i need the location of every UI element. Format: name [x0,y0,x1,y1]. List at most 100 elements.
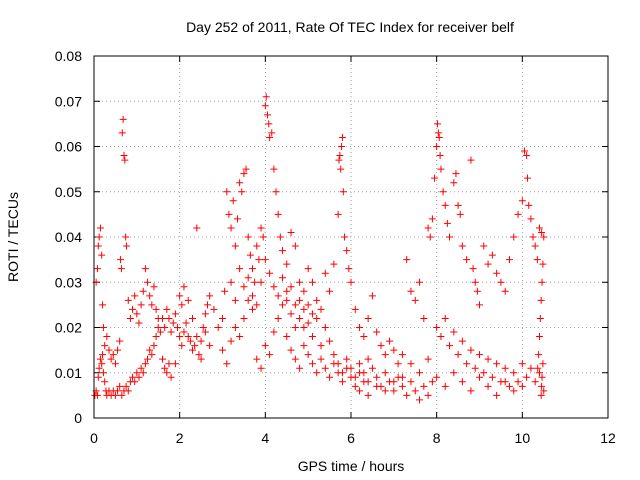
data-point [206,342,214,350]
data-point [434,129,442,137]
data-point [167,328,175,336]
data-point [152,305,160,313]
data-point [488,373,496,381]
data-point [152,333,160,341]
data-point [403,391,411,399]
data-point [536,314,544,322]
x-axis-label: GPS time / hours [298,458,405,474]
data-point [436,152,444,160]
data-point [473,287,481,295]
data-point [270,328,278,336]
data-point [195,351,203,359]
data-point [266,133,274,141]
data-point [467,346,475,354]
data-point [272,188,280,196]
data-point [231,296,239,304]
data-point [283,333,291,341]
data-point [99,351,107,359]
data-point [484,382,492,390]
y-tick-label: 0.02 [55,320,82,336]
data-point [338,143,346,150]
data-point [326,337,334,345]
data-point [338,133,346,141]
data-point [411,296,419,304]
data-point [206,292,214,300]
y-tick-label: 0.08 [55,48,82,64]
data-point [313,369,321,377]
data-point [109,351,117,359]
data-point [360,378,368,386]
data-point [441,314,449,322]
data-point [364,314,372,322]
data-point [98,251,106,259]
data-point [321,324,329,331]
data-point [191,342,199,350]
data-point [178,342,186,350]
data-point [304,265,312,273]
data-point [381,387,389,395]
data-point [189,346,197,354]
data-point [428,215,436,223]
data-point [377,342,385,350]
data-point [126,314,134,322]
data-point [317,305,325,313]
data-point [283,296,291,304]
data-point [424,224,432,232]
data-point [398,373,406,381]
data-point [540,387,548,395]
data-point [131,378,139,386]
data-point [180,283,188,291]
data-point [111,391,119,399]
data-point [219,314,226,322]
y-tick-label: 0.01 [55,365,82,381]
data-point [146,292,154,300]
data-point [248,265,256,273]
y-tick-label: 0 [74,410,82,426]
data-point [184,333,192,341]
data-point [416,278,424,286]
data-point [434,120,442,128]
data-point [144,355,152,363]
data-point [527,364,535,372]
data-point [259,233,267,241]
data-point [538,228,546,236]
data-point [403,256,411,264]
data-point [174,324,182,331]
data-point [221,287,229,295]
data-point [117,256,125,264]
data-point [178,301,186,309]
data-point [424,355,432,363]
data-point [531,242,539,250]
data-point [107,355,115,363]
data-point [390,387,398,395]
data-point [219,346,226,354]
data-point [330,351,338,359]
data-point [368,292,376,300]
data-point [313,296,321,304]
data-point [497,278,505,286]
data-point [424,391,432,399]
data-point [248,292,256,300]
data-point [165,314,173,322]
data-point [148,351,156,359]
data-points [91,93,548,404]
data-point [493,269,501,277]
data-point [484,260,492,268]
data-point [356,324,364,331]
data-point [137,364,145,372]
data-point [103,333,111,341]
data-point [165,360,173,368]
data-point [439,188,447,196]
data-point [150,283,158,291]
data-point [150,342,158,350]
data-point [334,210,342,218]
data-point [287,228,295,236]
data-point [493,360,501,368]
data-point [246,251,254,259]
data-point [330,260,338,268]
data-point [535,224,543,232]
data-point [263,111,271,119]
data-point [476,351,483,359]
data-point [454,201,462,209]
data-point [458,242,466,250]
